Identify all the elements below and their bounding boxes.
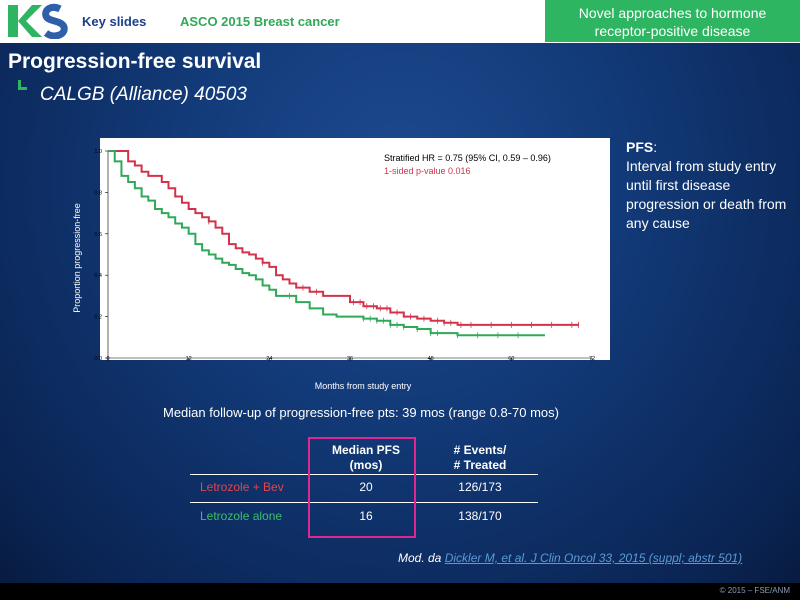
x-tick-label: 0 [106,356,109,362]
topic-line-2: receptor-positive disease [594,23,751,39]
topic-line-1: Novel approaches to hormone [578,5,767,21]
y-tick-label: 0.0 [94,356,102,362]
km-curve-letrozole-alone [108,150,545,337]
row2-events: 138/170 [458,509,502,523]
km-curve-letrozole-bev [108,150,579,326]
row1-arm: Letrozole + Bev [200,480,284,494]
p-value-annotation: 1-sided p-value 0.016 [384,166,471,176]
col-median-header-line2: (mos) [349,458,383,472]
y-axis-label: Proportion progression-free [72,203,82,313]
km-chart: 0.0 0.2 0.4 0.6 0.8 1.0 0 12 24 36 48 60 72 Stratif… [72,138,610,391]
row1-events: 126/173 [458,480,502,494]
row2-arm: Letrozole alone [200,509,283,523]
y-tick-label: 1.0 [94,149,102,155]
pfs-label: PFS [626,139,654,155]
reference: Mod. da Dickler M, et al. J Clin Oncol 3… [398,551,742,565]
y-tick-label: 0.4 [94,273,102,279]
table-divider [190,502,538,503]
conference-label: ASCO 2015 Breast cancer [180,14,340,29]
col-events-header-line2: # Treated [453,458,507,472]
subtitle-arrow-icon [18,80,27,90]
x-tick-label: 24 [266,356,272,362]
y-tick-label: 0.2 [94,315,102,321]
col-median-header-line1: Median PFS [331,443,400,457]
col-events-header-line1: # Events/ [453,443,507,457]
pfs-colon: : [653,139,658,155]
pfs-definition: PFS: Interval from study entry until fir… [626,138,796,233]
ks-logo [8,3,68,39]
x-axis-label: Months from study entry [315,381,412,391]
followup-text: Median follow-up of progression-free pts… [163,405,559,420]
x-tick-label: 36 [347,356,353,362]
x-tick-label: 72 [589,356,595,362]
header-bar: Key slides ASCO 2015 Breast cancer Novel… [0,0,800,43]
x-tick-label: 60 [508,356,514,362]
y-tick-label: 0.8 [94,190,102,196]
hr-annotation: Stratified HR = 0.75 (95% CI, 0.59 – 0.9… [384,153,551,163]
key-slides-label: Key slides [82,14,147,29]
row2-median: 16 [359,509,373,523]
reference-prefix: Mod. da [398,551,445,565]
slide-title: Progression-free survival [8,50,262,73]
footer-bar [0,583,800,600]
topic-box: Novel approaches to hormone receptor-pos… [545,0,800,42]
x-tick-label: 48 [428,356,434,362]
plot-area [100,138,610,360]
reference-link[interactable]: Dickler M, et al. J Clin Oncol 33, 2015 … [444,551,743,565]
median-pfs-highlight-box [308,437,416,538]
x-tick-label: 12 [186,356,192,362]
slide-subtitle: CALGB (Alliance) 40503 [40,84,247,105]
row1-median: 20 [359,480,373,494]
y-tick-label: 0.6 [94,232,102,238]
pfs-text: Interval from study entry until first di… [626,158,787,231]
col-events-header: # Events/ # Treated [425,443,535,473]
table-divider [190,474,538,475]
col-median-header: Median PFS (mos) [308,443,424,473]
copyright: © 2015 – FSE/ANM [719,586,790,595]
